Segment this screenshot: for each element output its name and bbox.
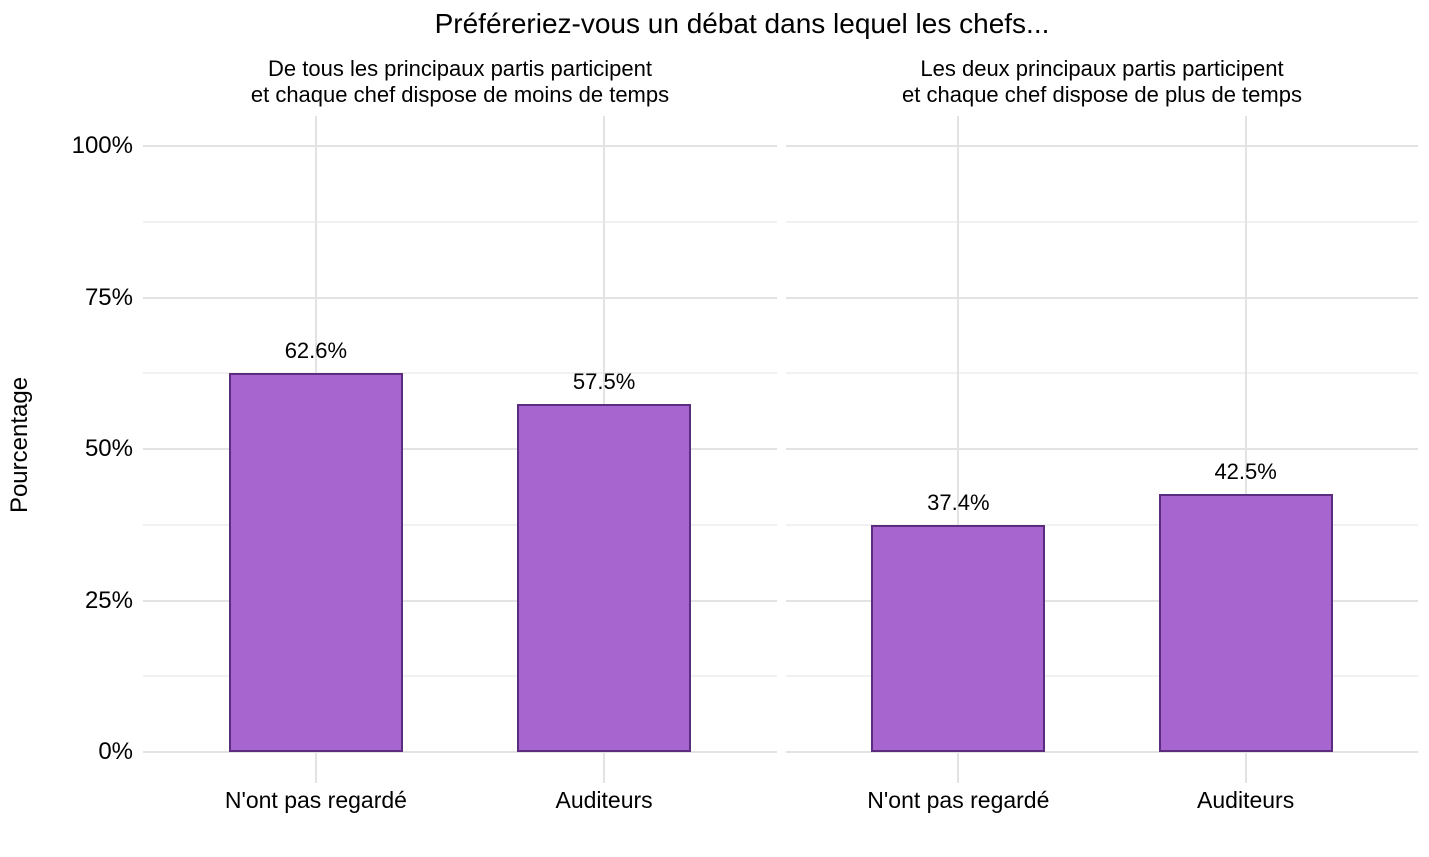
- x-tick-label: N'ont pas regardé: [224, 787, 407, 813]
- gridline-minor-h: [786, 372, 1418, 375]
- gridline-major-h: [786, 751, 1418, 753]
- gridline-major-h: [143, 599, 777, 602]
- gridline-minor-h: [786, 220, 1418, 223]
- y-tick-label: 25%: [84, 586, 133, 614]
- y-tick-label: 50%: [84, 435, 133, 462]
- gridline-major-h: [143, 448, 777, 450]
- gridline-major-v: [957, 116, 960, 783]
- facet-strip-line2: et chaque chef dispose de plus de temps: [902, 82, 1302, 107]
- gridline-major-h: [143, 145, 777, 147]
- gridline-minor-h: [786, 523, 1418, 526]
- facet-strip-line1: Les deux principaux partis participent: [920, 56, 1284, 81]
- gridline-minor-h: [143, 675, 777, 678]
- gridline-major-h: [786, 145, 1418, 147]
- x-tick-label: N'ont pas regardé: [867, 787, 1050, 813]
- bar-value-label: 37.4%: [927, 490, 990, 516]
- facet-strip-line1: De tous les principaux partis participen…: [268, 56, 652, 81]
- x-tick-label: Auditeurs: [555, 787, 653, 813]
- y-tick-label: 75%: [84, 283, 133, 311]
- gridline-major-v: [1244, 116, 1247, 783]
- y-tick-label: 100%: [71, 132, 133, 159]
- y-axis-title: Pourcentage: [6, 376, 33, 514]
- panel: 62.6% 57.5%: [143, 116, 777, 783]
- bar: [1158, 494, 1333, 752]
- gridline-major-h: [786, 599, 1418, 602]
- bar: [871, 525, 1046, 752]
- gridline-minor-h: [786, 675, 1418, 678]
- facet-strip-line2: et chaque chef dispose de moins de temps: [250, 82, 670, 107]
- facet-strip: Les deux principaux partis participent et…: [786, 56, 1418, 108]
- bar-value-label: 42.5%: [1214, 459, 1277, 485]
- gridline-major-h: [786, 296, 1418, 299]
- x-tick-label: Auditeurs: [1197, 787, 1295, 813]
- gridline-major-h: [786, 448, 1418, 450]
- gridline-major-h: [143, 751, 777, 753]
- gridline-minor-h: [143, 372, 777, 375]
- gridline-minor-h: [143, 220, 777, 223]
- facet-strip: De tous les principaux partis participen…: [143, 56, 777, 108]
- bar: [517, 403, 692, 752]
- bar-value-label: 62.6%: [284, 337, 348, 363]
- gridline-minor-h: [143, 523, 777, 526]
- bar-value-label: 57.5%: [572, 368, 636, 394]
- y-tick-label: 0%: [98, 738, 133, 765]
- panel: 37.4% 42.5%: [786, 116, 1418, 783]
- chart-title: Préféreriez-vous un débat dans lequel le…: [434, 8, 1050, 39]
- bar: [228, 372, 403, 752]
- gridline-major-h: [143, 296, 777, 299]
